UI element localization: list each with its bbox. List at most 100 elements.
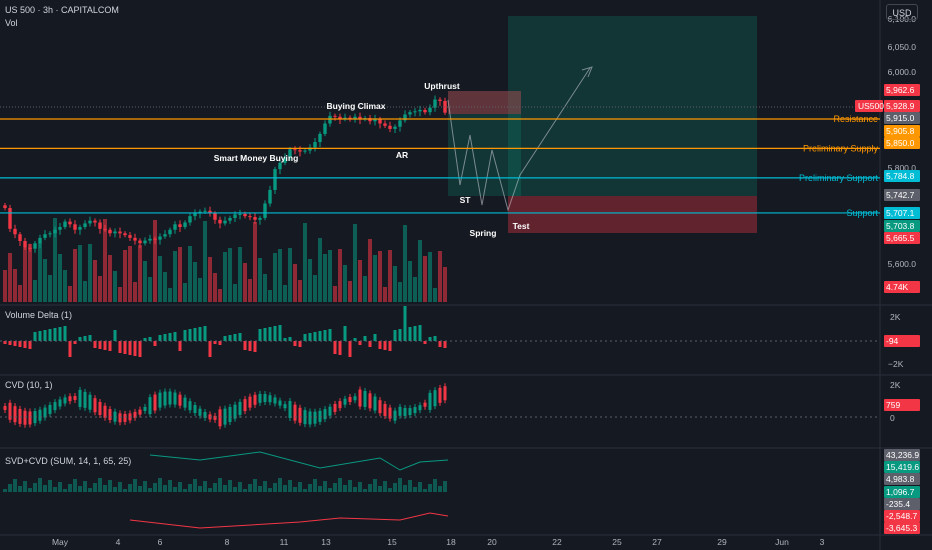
- delta-bar: [313, 332, 317, 341]
- candle-body: [318, 133, 322, 143]
- cvd-body: [428, 392, 432, 410]
- price-tag-bg: [884, 189, 920, 201]
- cvd-body: [123, 413, 127, 422]
- delta-bar: [278, 325, 282, 341]
- svd-bar: [313, 479, 317, 492]
- symbol-title: US 500 · 3h · CAPITALCOM: [5, 5, 119, 15]
- volume-bar: [378, 251, 382, 302]
- svd-bar: [68, 484, 72, 492]
- price-tag: 5,915.0: [886, 113, 915, 123]
- delta-bar: [388, 341, 392, 351]
- delta-bar: [398, 329, 402, 341]
- delta-bar: [368, 341, 372, 347]
- volume-bar: [58, 254, 62, 302]
- svd-bar: [123, 489, 127, 492]
- candle-body: [8, 208, 12, 229]
- svd-bar: [43, 485, 47, 492]
- volume-bar: [163, 272, 167, 302]
- candle-body: [238, 213, 242, 215]
- delta-bar: [218, 341, 222, 345]
- time-tick: 25: [612, 537, 622, 547]
- cvd-body: [58, 399, 62, 407]
- delta-bar: [103, 341, 107, 350]
- candle-body: [253, 217, 257, 220]
- volume-bar: [398, 282, 402, 302]
- candle-body: [123, 233, 127, 236]
- volume-bar: [418, 240, 422, 302]
- candle-body: [158, 236, 162, 240]
- symbol-tag-bg: [855, 100, 883, 112]
- volume-bar: [288, 248, 292, 302]
- pane-value-tag: -235.4: [886, 499, 910, 509]
- candle-body: [213, 213, 217, 220]
- level-label: Resistance: [833, 114, 878, 124]
- time-tick: 6: [158, 537, 163, 547]
- pane-axis-tick: 2K: [890, 380, 901, 390]
- delta-bar: [208, 341, 212, 357]
- delta-bar: [23, 341, 27, 348]
- volume-bar: [3, 270, 7, 302]
- cvd-body: [363, 390, 367, 407]
- delta-bar: [353, 338, 357, 341]
- svd-bar: [258, 486, 262, 492]
- delta-bar: [343, 326, 347, 341]
- pane-value-tag: -2,548.7: [886, 511, 917, 521]
- delta-bar: [113, 330, 117, 341]
- time-tick: May: [52, 537, 69, 547]
- volume-bar: [283, 285, 287, 302]
- pane-axis-tick: 0: [890, 413, 895, 423]
- delta-bar: [303, 334, 307, 341]
- svd-bar: [98, 478, 102, 492]
- candle-body: [278, 162, 282, 170]
- candle-body: [223, 220, 227, 224]
- cvd-body: [88, 394, 92, 410]
- candle-body: [288, 149, 292, 158]
- candle-body: [438, 99, 442, 101]
- candle-body: [368, 118, 372, 122]
- cvd-body: [263, 394, 267, 403]
- svd-line-red: [129, 512, 449, 529]
- delta-bar: [88, 335, 92, 341]
- delta-bar: [263, 328, 267, 341]
- volume-bar: [103, 219, 107, 302]
- volume-bar: [258, 258, 262, 302]
- currency-button[interactable]: USD: [886, 4, 918, 20]
- time-tick: 4: [116, 537, 121, 547]
- time-tick: 27: [652, 537, 662, 547]
- pane-value-tag-bg: [884, 461, 920, 473]
- volume-bar: [268, 290, 272, 302]
- cvd-body: [318, 410, 322, 422]
- candle-body: [63, 221, 67, 228]
- svd-bar: [323, 481, 327, 492]
- svd-bar: [138, 486, 142, 492]
- delta-bar: [373, 334, 377, 341]
- delta-bar: [13, 341, 17, 346]
- delta-bar: [248, 341, 252, 351]
- svd-bar: [393, 483, 397, 492]
- level-label: Support: [846, 208, 878, 218]
- delta-bar: [283, 338, 287, 341]
- volume-bar: [293, 264, 297, 302]
- delta-bar: [318, 331, 322, 341]
- volume-bar: [8, 253, 12, 302]
- svd-bar: [373, 479, 377, 492]
- candle-body: [293, 149, 297, 151]
- cvd-body: [268, 395, 272, 403]
- candle-body: [78, 227, 82, 230]
- volume-bar: [68, 286, 72, 302]
- svd-bar: [203, 481, 207, 492]
- svd-bar: [168, 480, 172, 492]
- candle-body: [403, 114, 407, 121]
- svd-bar: [128, 484, 132, 492]
- candle-body: [3, 205, 7, 209]
- volume-bar: [18, 285, 22, 302]
- volume-bar: [323, 254, 327, 302]
- volume-bar: [263, 274, 267, 302]
- time-tick: 13: [321, 537, 331, 547]
- candle-body: [113, 231, 117, 234]
- delta-bar: [253, 341, 257, 352]
- svd-bar: [418, 482, 422, 492]
- svd-bar: [53, 487, 57, 492]
- pane-title-cvd: CVD (10, 1): [5, 380, 53, 390]
